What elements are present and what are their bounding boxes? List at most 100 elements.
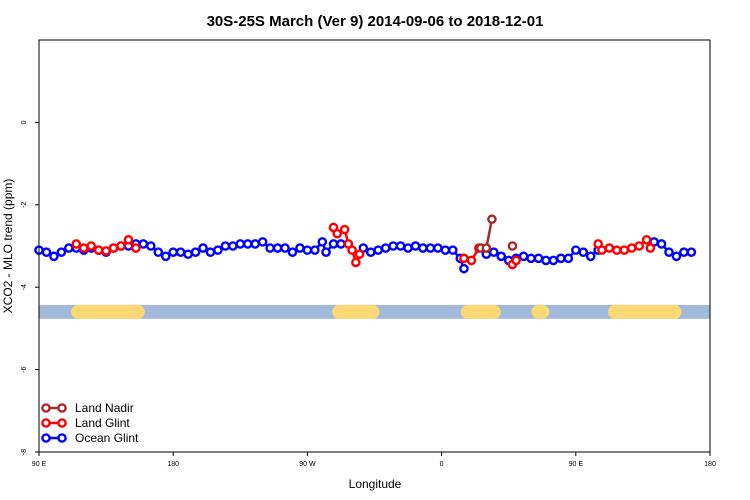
ocean-glint-point <box>556 253 566 264</box>
ocean-glint-point <box>380 243 391 253</box>
ocean-glint-point <box>488 247 499 257</box>
ocean-glint-point <box>56 247 67 257</box>
ocean-glint-point <box>388 241 398 251</box>
land-glint-point <box>78 243 89 253</box>
land-glint-point <box>604 243 615 253</box>
ocean-glint-point <box>418 243 428 253</box>
ocean-glint-point <box>205 247 216 257</box>
land-nadir-point <box>481 243 492 253</box>
y-axis: 0 -2 -4 -6 -8 <box>21 120 39 455</box>
land-glint-point <box>108 243 119 253</box>
ocean-glint-point <box>671 251 682 262</box>
legend-label-ocean-glint: Ocean Glint <box>75 431 139 445</box>
legend-marker-land-glint <box>57 418 67 428</box>
ocean-glint-point <box>183 249 193 260</box>
ocean-glint-point <box>138 239 149 249</box>
ocean-glint-point <box>257 237 268 247</box>
ocean-glint-point <box>425 243 436 253</box>
land-glint-point <box>597 245 607 255</box>
ocean-glint-point <box>433 243 443 253</box>
land-glint-point <box>459 253 469 264</box>
ocean-glint-point <box>526 253 536 264</box>
ocean-glint-point <box>198 243 208 253</box>
y-axis-label: XCO2 - MLO trend (ppm) <box>1 179 15 314</box>
land-glint-point <box>71 239 82 249</box>
ocean-glint-point <box>213 245 223 255</box>
ocean-glint-point <box>168 247 178 257</box>
ocean-glint-point <box>49 251 59 262</box>
ocean-glint-point <box>563 253 574 264</box>
ocean-glint-point <box>585 251 596 262</box>
ocean-glint-point <box>64 243 74 253</box>
ocean-glint-point <box>373 245 384 255</box>
land-glint-point <box>351 257 361 268</box>
ocean-glint-point <box>403 243 413 253</box>
chart-title: 30S-25S March (Ver 9) 2014-09-06 to 2018… <box>207 13 544 30</box>
ocean-glint-point <box>250 239 261 249</box>
ocean-glint-point <box>328 239 339 249</box>
land-glint-point <box>612 245 622 255</box>
land-glint-point <box>86 241 96 251</box>
x-axis: 90 E 180 90 W 0 90 E 180 <box>32 452 716 468</box>
ocean-glint-point <box>571 245 581 255</box>
ocean-glint-point <box>160 251 171 262</box>
ocean-glint-point <box>541 255 551 266</box>
ocean-glint-point <box>440 245 451 255</box>
legend-marker-land-nadir <box>57 403 67 413</box>
ocean-glint-point <box>310 245 320 255</box>
x-axis-label: Longitude <box>349 477 402 491</box>
series-land-nadir <box>475 214 518 253</box>
ocean-glint-point <box>242 239 253 249</box>
ocean-glint-point <box>235 239 246 249</box>
series-land-glint <box>71 222 656 270</box>
x-tick-label: 90 W <box>299 461 316 468</box>
ocean-glint-point <box>153 247 164 257</box>
ocean-glint-point <box>336 239 346 249</box>
land-glint-point <box>626 243 637 253</box>
ocean-glint-point <box>265 243 275 253</box>
x-tick-label: 180 <box>167 461 179 468</box>
land-glint-point <box>634 241 644 251</box>
x-tick-label: 90 E <box>569 461 584 468</box>
land-glint-point <box>466 255 477 266</box>
ocean-glint-point <box>679 247 689 257</box>
x-tick-label: 0 <box>440 461 444 468</box>
ocean-glint-point <box>41 247 52 257</box>
ocean-glint-point <box>410 241 421 251</box>
series-layer <box>34 214 697 274</box>
y-tick-label: -4 <box>21 284 28 290</box>
ocean-glint-point <box>280 243 290 253</box>
ocean-glint-point <box>228 241 238 251</box>
ocean-glint-point <box>518 251 529 262</box>
ocean-glint-point <box>146 241 156 251</box>
land-nadir-point <box>487 214 497 225</box>
ocean-glint-point <box>272 243 283 253</box>
legend-marker-land-nadir <box>41 403 51 413</box>
y-tick-label: -2 <box>21 202 28 208</box>
ocean-glint-point <box>548 255 559 266</box>
legend-marker-ocean-glint <box>41 433 51 443</box>
land-glint-point <box>93 245 104 255</box>
plot-frame <box>38 39 711 453</box>
ocean-glint-point <box>175 247 186 257</box>
x-tick-label: 180 <box>704 461 716 468</box>
ocean-glint-point <box>302 245 313 255</box>
ocean-glint-point <box>190 247 201 257</box>
ocean-glint-point <box>664 247 674 257</box>
ocean-glint-point <box>656 239 667 249</box>
ocean-glint-point <box>295 243 305 253</box>
ocean-glint-point <box>365 247 376 257</box>
land-glint-point <box>619 245 630 255</box>
y-tick-label: -8 <box>21 449 28 455</box>
ocean-glint-point <box>686 247 697 257</box>
legend-label-land-glint: Land Glint <box>75 416 130 430</box>
land-glint-point <box>339 224 350 235</box>
land-glint-point <box>116 241 126 251</box>
legend-marker-land-glint <box>41 418 51 428</box>
land-glint-point <box>101 246 111 256</box>
land-glint-point <box>511 255 521 266</box>
x-tick-label: 90 E <box>32 461 47 468</box>
ocean-glint-point <box>447 245 458 255</box>
